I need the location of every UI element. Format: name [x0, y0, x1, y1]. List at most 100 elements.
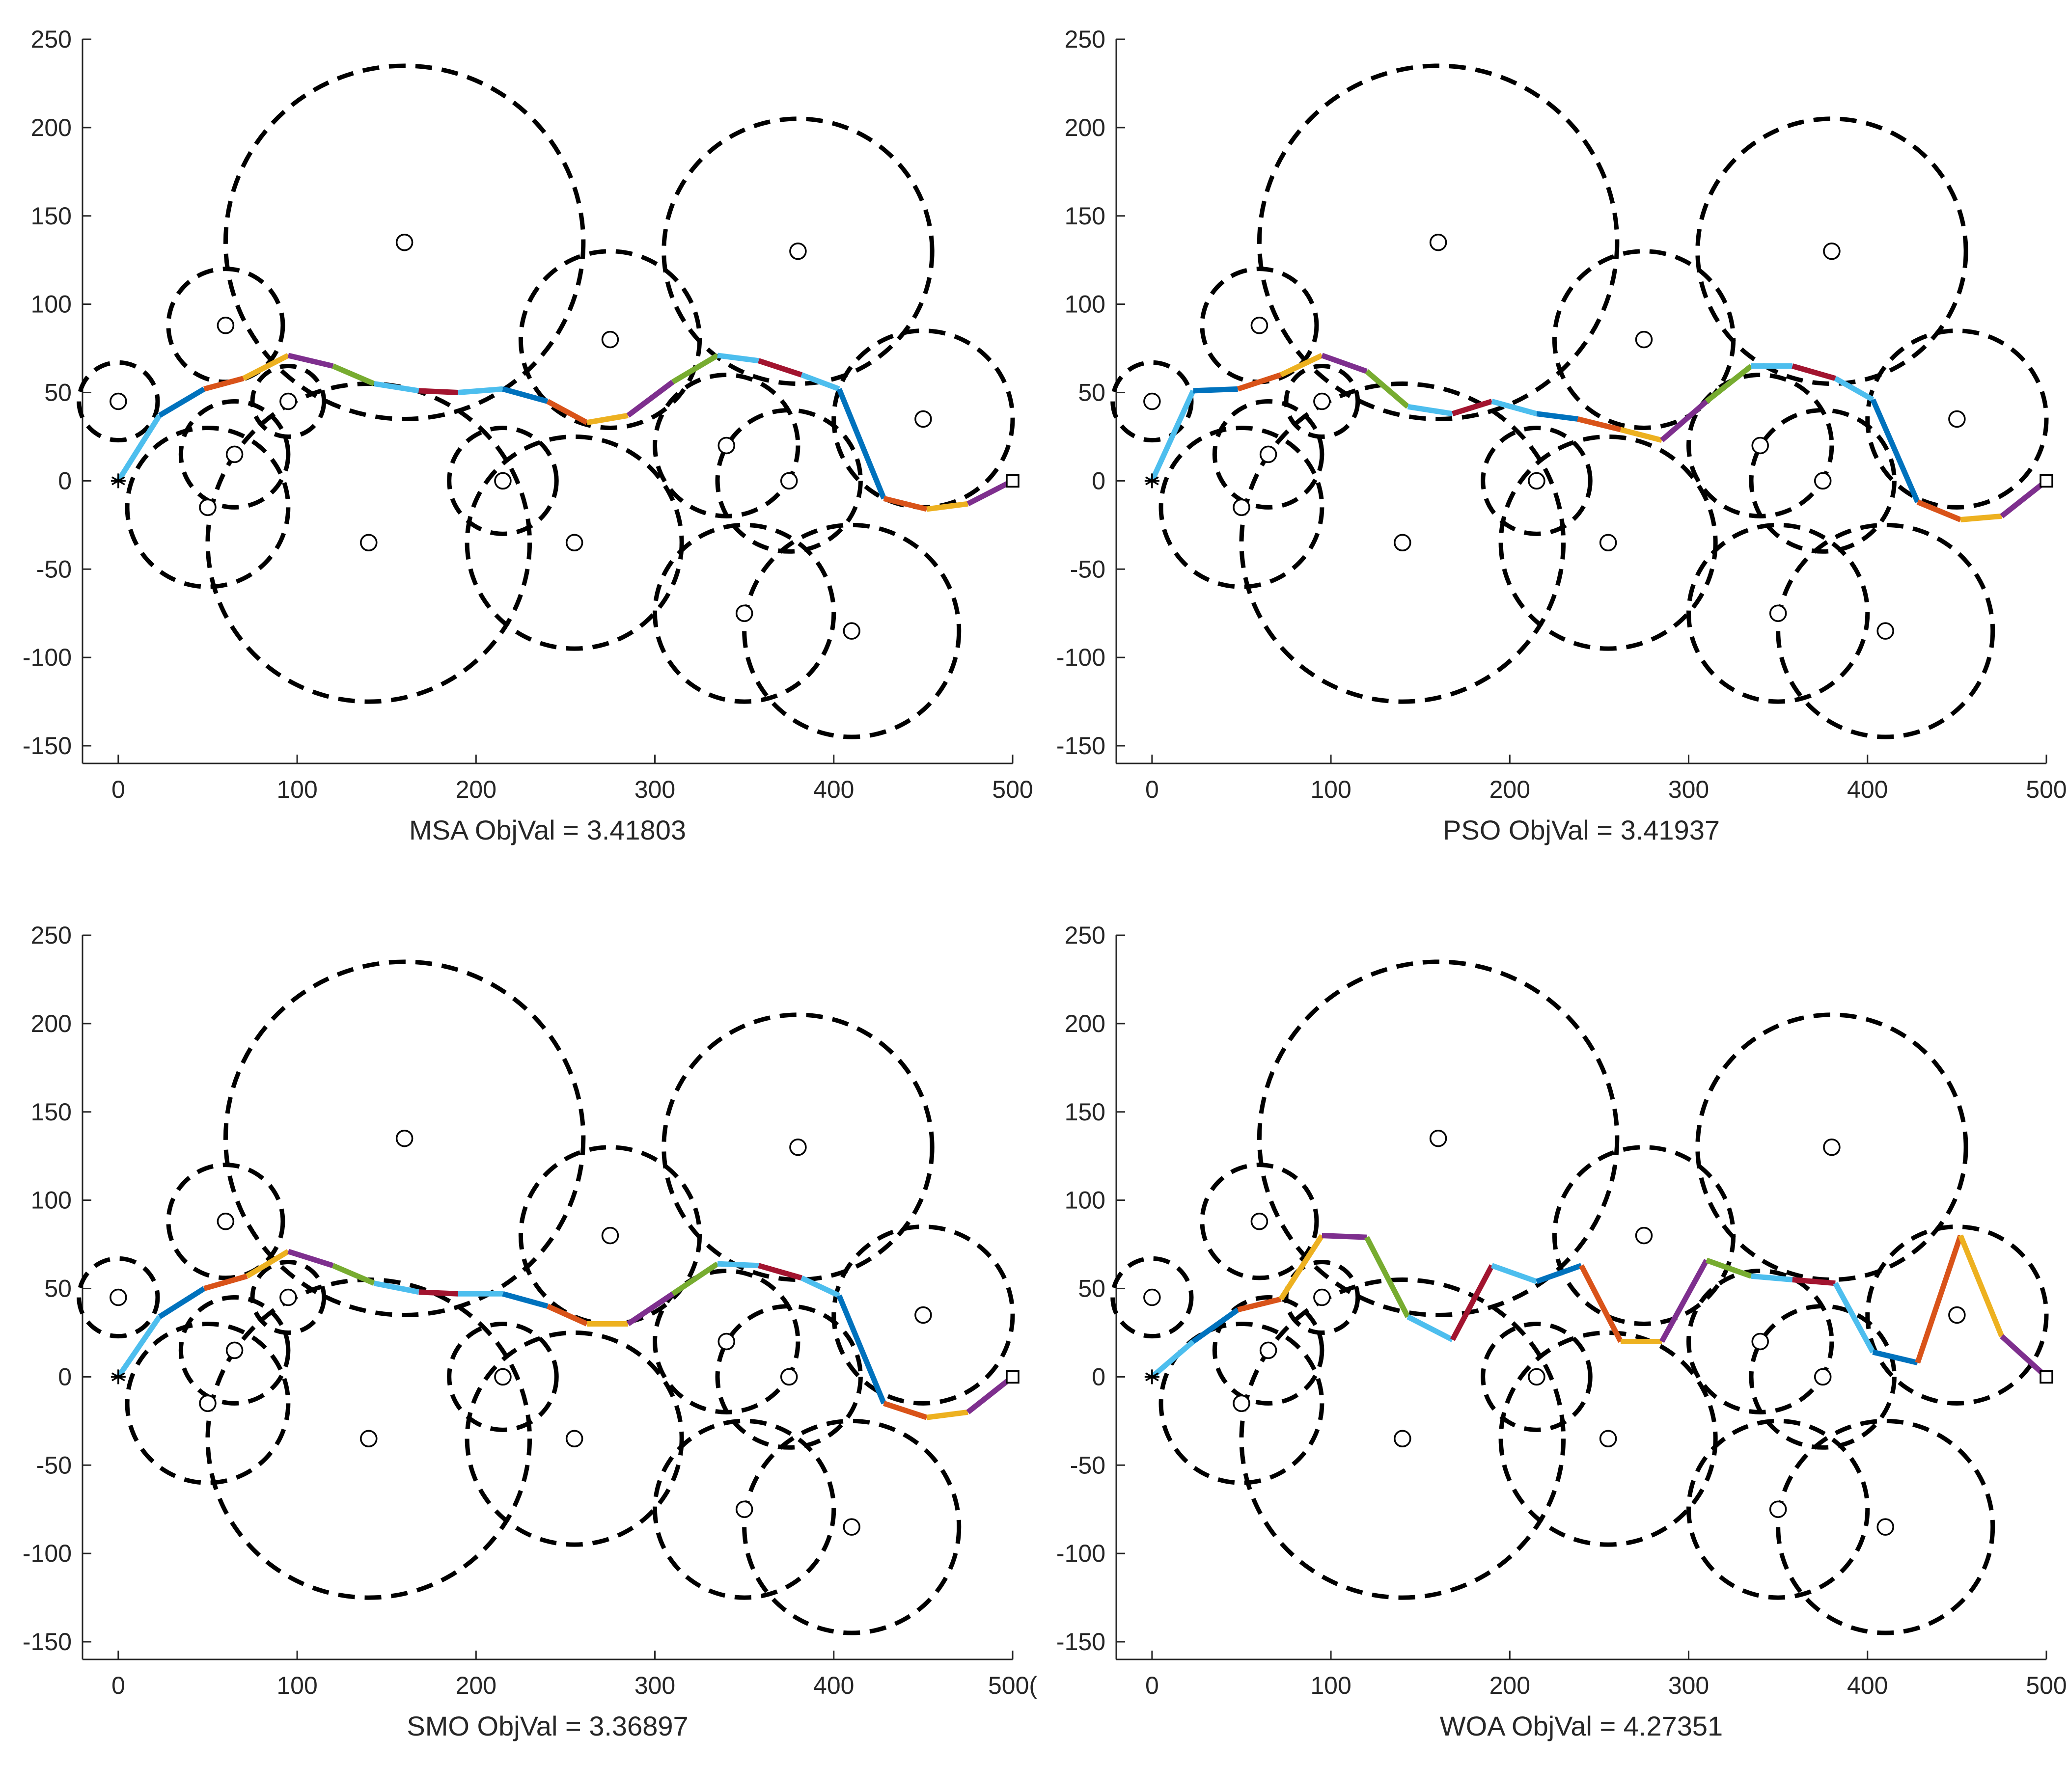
path-segment — [1406, 1314, 1454, 1342]
threat-center-marker — [914, 1306, 932, 1324]
path-segment — [158, 386, 206, 418]
threat-circle — [1284, 364, 1360, 439]
threat-circle — [1481, 1321, 1593, 1432]
y-tick-label: 50 — [1078, 379, 1105, 407]
path-segment — [331, 1263, 375, 1286]
path-segment — [116, 414, 162, 483]
y-tick-label: -150 — [23, 732, 72, 760]
threat-circle — [223, 63, 586, 421]
threat-circle — [662, 1012, 935, 1282]
path-segment — [586, 412, 629, 426]
threat-circle — [1239, 1277, 1566, 1600]
start-marker — [110, 473, 126, 489]
path-segment — [1916, 499, 1962, 522]
threat-center-marker — [279, 1288, 297, 1306]
y-tick-label: 200 — [31, 114, 72, 141]
path-segment — [242, 353, 290, 381]
path-segment — [1407, 404, 1453, 417]
threat-center-marker — [1143, 392, 1161, 410]
x-tick-label: 500 — [2026, 776, 2067, 803]
path-segment — [800, 372, 840, 392]
x-tick-label: 0 — [1145, 776, 1159, 803]
path-segment — [926, 501, 968, 512]
y-tick-label: -50 — [1070, 555, 1105, 583]
x-tick-label: 200 — [1489, 1672, 1530, 1699]
path-segment — [287, 1249, 334, 1268]
path-segment — [1278, 1234, 1324, 1301]
x-tick-label: 200 — [456, 1672, 496, 1699]
threat-center-marker — [843, 622, 860, 640]
threat-center-marker — [1233, 498, 1250, 516]
path-segment — [1915, 1234, 1963, 1364]
chart-caption: SMO ObjVal = 3.36897 — [407, 1711, 688, 1741]
goal-marker — [1006, 474, 1020, 488]
y-tick-label: -50 — [36, 555, 72, 583]
y-tick-label: 250 — [1065, 922, 1105, 949]
threat-zones — [77, 959, 1015, 1635]
path-segment — [1452, 399, 1493, 416]
panel-pso: 250 200 150 100 50 0 -50 -100 -150 0 100 200 300 400 5… — [1034, 0, 2068, 896]
path-segment — [883, 1401, 928, 1420]
path-segment — [1364, 1236, 1410, 1318]
threat-center-marker — [1876, 1518, 1894, 1536]
threat-circle — [1284, 1260, 1360, 1335]
threat-circle — [1686, 522, 1870, 704]
threat-center-marker — [395, 1129, 414, 1147]
threat-center-marker — [1599, 534, 1617, 552]
x-tick-label: 100 — [1310, 776, 1351, 803]
path-segment — [883, 496, 928, 512]
threat-center-marker — [360, 534, 378, 552]
path-segment — [1536, 411, 1578, 422]
path-segment — [1322, 1233, 1367, 1240]
path-segment — [966, 1375, 1015, 1414]
threat-circle — [1865, 328, 2049, 510]
path-segment — [1751, 1273, 1793, 1283]
threat-center-marker — [494, 1368, 512, 1386]
path-segment — [502, 386, 549, 404]
threat-center-marker — [1429, 1129, 1447, 1147]
path-segment — [373, 381, 419, 394]
path-segment — [1577, 416, 1622, 433]
path-segment — [1193, 386, 1238, 394]
threat-circle — [742, 1418, 962, 1635]
path-segment — [546, 399, 588, 425]
x-tick-label: 100 — [1310, 1672, 1351, 1699]
threat-center-marker — [1948, 1306, 1966, 1324]
y-tick-label: 250 — [1065, 26, 1105, 53]
path-segment — [287, 353, 334, 369]
path-segment — [1705, 364, 1753, 404]
threat-center-marker — [395, 233, 414, 251]
threat-zones — [1110, 63, 2049, 739]
y-tick-label: 50 — [44, 1275, 72, 1303]
threat-center-marker — [735, 1500, 753, 1518]
path-segment — [758, 358, 802, 378]
chart-smo: 250 200 150 100 50 0 -50 -100 -150 0 100 200 300 400 5… — [23, 922, 1037, 1741]
x-tick-label: 100 — [276, 776, 317, 803]
threat-circle — [1158, 425, 1324, 589]
path-segment — [1191, 1307, 1240, 1344]
threat-center-marker — [110, 1288, 127, 1306]
path-segment — [203, 376, 245, 392]
path-segment — [758, 1263, 802, 1281]
threat-center-marker — [1394, 1430, 1411, 1448]
threat-center-marker — [1635, 330, 1653, 349]
x-tick-label: 300 — [634, 1672, 675, 1699]
y-tick-label: -100 — [23, 1540, 72, 1567]
path-segment — [246, 1249, 290, 1279]
path-segment — [1491, 399, 1538, 416]
x-tick-label: 0 — [111, 1672, 125, 1699]
chart-caption: MSA ObjVal = 3.41803 — [409, 815, 686, 845]
path-segment — [373, 1280, 419, 1295]
path-segment — [116, 1315, 162, 1379]
threat-center-marker — [1769, 1500, 1787, 1518]
threat-circle — [1686, 1418, 1870, 1600]
threat-center-marker — [1394, 534, 1411, 552]
threat-center-marker — [1635, 1226, 1653, 1245]
y-tick-label: -50 — [36, 1451, 72, 1479]
path-segment — [2000, 1334, 2048, 1379]
threat-circle — [1257, 959, 1620, 1317]
